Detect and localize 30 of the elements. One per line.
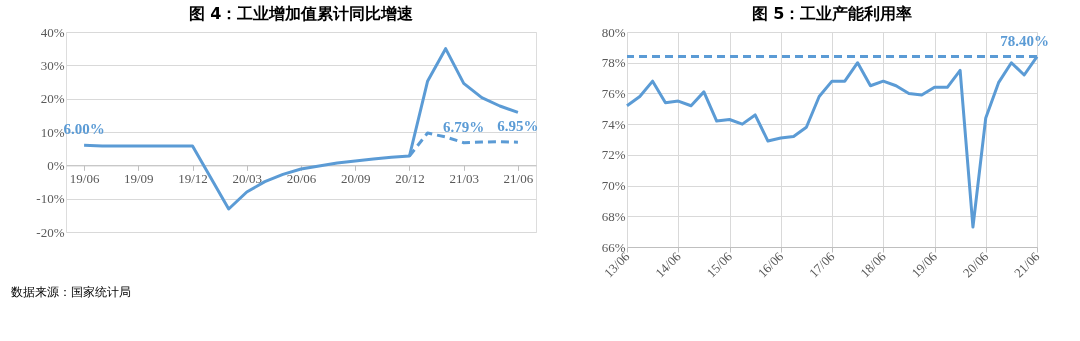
y-tick-label: 70% bbox=[601, 178, 626, 194]
x-tick-label: 20/12 bbox=[395, 170, 425, 186]
source-note: 数据来源：国家统计局 bbox=[11, 285, 131, 299]
y-tick-label: 30% bbox=[40, 57, 65, 73]
y-tick-label: 78% bbox=[601, 55, 626, 71]
y-tick-label: 76% bbox=[601, 85, 626, 101]
y-tick-label: 20% bbox=[40, 91, 65, 107]
chart-title: 图 5：工业产能利用率 bbox=[751, 4, 913, 23]
y-tick-label: -20% bbox=[36, 224, 65, 240]
x-tick-label: 19/12 bbox=[178, 170, 208, 186]
y-tick-label: 72% bbox=[601, 147, 626, 163]
y-tick-label: 68% bbox=[601, 208, 626, 224]
x-tick-label: 21/06 bbox=[503, 170, 534, 186]
y-tick-label: 80% bbox=[601, 24, 626, 40]
x-tick-label: 19/06 bbox=[69, 170, 100, 186]
y-tick-label: 40% bbox=[40, 24, 65, 40]
chart-title: 图 4：工业增加值累计同比增速 bbox=[188, 4, 415, 23]
x-tick-label: 20/09 bbox=[340, 170, 371, 186]
x-tick-label: 20/06 bbox=[286, 170, 317, 186]
data-label: 6.95% bbox=[497, 118, 539, 135]
data-label: 6.00% bbox=[63, 121, 105, 138]
x-tick-label: 19/09 bbox=[124, 170, 154, 186]
y-tick-label: 0% bbox=[47, 157, 65, 173]
x-tick-label: 20/03 bbox=[232, 170, 263, 186]
x-tick-label: 21/03 bbox=[449, 170, 479, 186]
data-label: 6.79% bbox=[443, 118, 485, 135]
y-tick-label: -10% bbox=[36, 191, 65, 207]
ref-line-label: 78.40% bbox=[1000, 32, 1049, 49]
y-tick-label: 10% bbox=[40, 124, 65, 140]
y-tick-label: 74% bbox=[601, 116, 626, 132]
